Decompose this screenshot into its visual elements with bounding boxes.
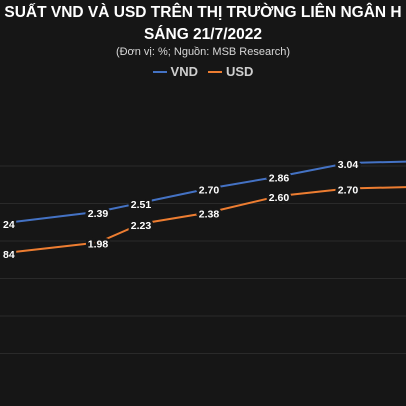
data-label-usd: 84 (3, 249, 15, 261)
data-label-vnd: 3.04 (338, 159, 359, 171)
data-label-usd: 2.23 (131, 220, 152, 232)
data-label-vnd: 2.86 (269, 173, 290, 185)
legend-swatch-vnd (152, 71, 167, 73)
legend-item-usd: USD (208, 63, 253, 81)
data-label-usd: 1.98 (88, 239, 109, 251)
data-label-usd: 2.70 (338, 185, 359, 197)
chart-subtitle: (Đơn vị: %; Nguồn: MSB Research) (115, 46, 291, 58)
legend-label-vnd: VND (170, 64, 198, 79)
data-label-vnd: 24 (3, 219, 15, 231)
legend-item-vnd: VND (152, 63, 198, 81)
chart-title: SUẤT VND VÀ USD TRÊN THỊ TRƯỜNG LIÊN NGÂ… (4, 4, 402, 21)
chart-title-line2: SÁNG 21/7/2022 (143, 26, 263, 43)
series-line-usd (4, 186, 406, 254)
data-label-vnd: 2.39 (88, 208, 109, 220)
chart-legend: VND USD (0, 63, 406, 81)
data-label-vnd: 2.51 (131, 199, 152, 211)
series-line-vnd (4, 160, 406, 224)
legend-swatch-usd (208, 71, 222, 73)
data-label-usd: 2.60 (269, 192, 290, 204)
legend-label-usd: USD (226, 64, 254, 79)
data-label-usd: 2.38 (199, 209, 220, 221)
data-label-vnd: 2.70 (199, 185, 220, 197)
